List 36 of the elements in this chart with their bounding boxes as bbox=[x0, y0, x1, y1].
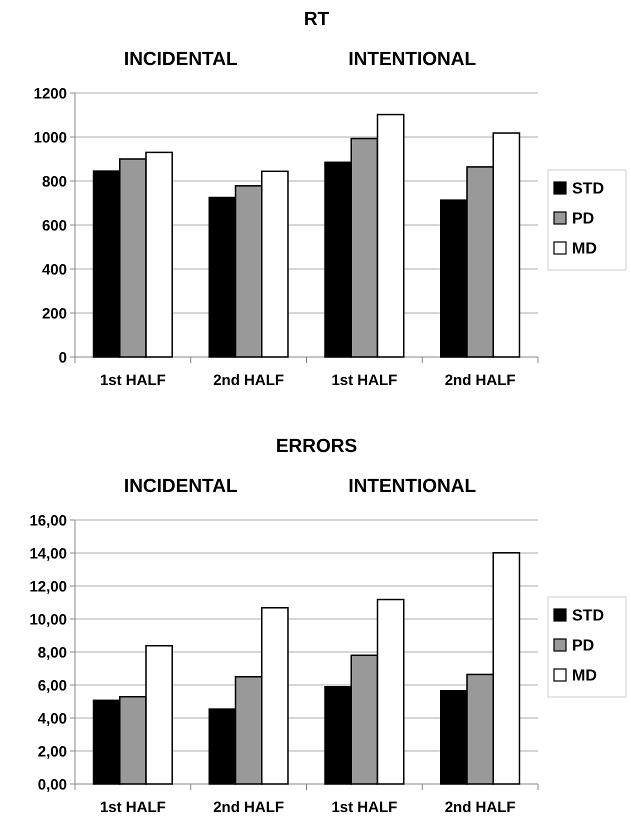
y-tick-label: 12,00 bbox=[29, 578, 67, 596]
x-tick-label: 1st HALF bbox=[331, 799, 398, 816]
y-tick-label: 14,00 bbox=[29, 545, 67, 562]
legend-label: MD bbox=[572, 240, 597, 258]
text: INTENTIONAL bbox=[348, 476, 476, 497]
text: INTENTIONAL bbox=[348, 49, 476, 70]
y-tick-label: 400 bbox=[42, 261, 67, 278]
x-tick-label: 1st HALF bbox=[331, 372, 398, 389]
legend-label: PD bbox=[572, 638, 594, 655]
x-tick-label: 2nd HALF bbox=[444, 372, 516, 389]
y-tick-label: 800 bbox=[42, 173, 67, 190]
y-tick-label: 600 bbox=[42, 217, 67, 234]
y-tick-label: 1200 bbox=[34, 85, 67, 102]
y-tick-label: 200 bbox=[42, 305, 67, 322]
legend-label: STD bbox=[572, 608, 604, 625]
x-tick-label: 2nd HALF bbox=[213, 372, 284, 389]
legend-label: PD bbox=[572, 210, 594, 228]
y-tick-label: 0,00 bbox=[38, 776, 67, 794]
legend-label: STD bbox=[572, 180, 604, 198]
y-tick-label: 8,00 bbox=[38, 644, 67, 662]
x-tick-label: 2nd HALF bbox=[444, 799, 516, 816]
chart-title: RT bbox=[304, 9, 330, 30]
y-tick-label: 2,00 bbox=[38, 743, 67, 760]
y-tick-label: 1000 bbox=[34, 129, 67, 146]
legend-label: MD bbox=[572, 668, 597, 685]
y-tick-label: 16,00 bbox=[29, 512, 67, 530]
y-tick-label: 6,00 bbox=[38, 677, 67, 694]
chart-title: ERRORS bbox=[276, 436, 358, 457]
y-tick-label: 10,00 bbox=[29, 611, 67, 628]
x-tick-label: 1st HALF bbox=[100, 799, 166, 816]
text: INCIDENTAL bbox=[124, 476, 238, 497]
text: INCIDENTAL bbox=[124, 49, 238, 70]
y-tick-label: 0 bbox=[58, 349, 67, 366]
x-tick-label: 1st HALF bbox=[100, 372, 166, 389]
y-tick-label: 4,00 bbox=[38, 710, 67, 728]
x-tick-label: 2nd HALF bbox=[213, 799, 284, 816]
